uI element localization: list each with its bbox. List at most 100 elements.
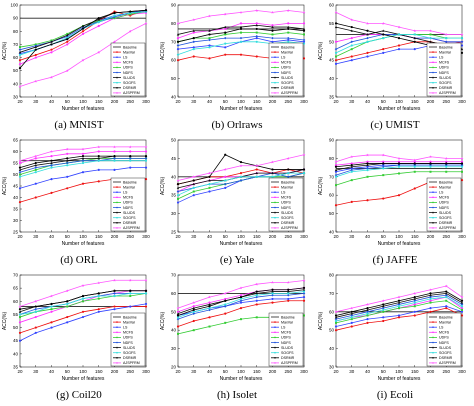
data-point: [18, 63, 22, 66]
data-point: [445, 160, 448, 163]
legend-label: SOGFS: [123, 81, 136, 85]
data-point: [460, 51, 464, 54]
data-point: [97, 157, 100, 160]
data-point: [97, 159, 100, 162]
chart-4: 25 30 35 40 45 50 55 60 65 20 30 40 50 100 150 200 250 30…: [2, 138, 150, 248]
y-tick-label: 70: [329, 291, 335, 296]
subplot-6: 40 50 60 70 80 90 20 30 40 50 100 150 200 250 300 Numbe…: [316, 135, 474, 270]
data-point: [192, 40, 196, 44]
data-point: [81, 147, 85, 151]
data-point: [18, 187, 22, 190]
data-point: [303, 314, 305, 317]
data-point: [224, 27, 227, 31]
data-point: [192, 194, 195, 197]
data-point: [128, 145, 132, 149]
legend-label: SOGFS: [123, 351, 136, 355]
legend-marker: [432, 186, 434, 188]
legend-marker: [116, 336, 118, 339]
legend-marker: [432, 326, 434, 328]
data-point: [18, 313, 22, 316]
y-tick-label: 35: [329, 95, 335, 100]
legend-label: DSRMR: [281, 221, 295, 225]
legend-label: Baseline: [439, 180, 453, 184]
data-point: [34, 154, 38, 158]
data-point: [144, 150, 148, 153]
legend-label: SOGFS: [281, 81, 294, 85]
legend-label: UDFS: [123, 336, 133, 340]
x-tick-label: 20: [17, 99, 23, 104]
legend-marker: [116, 81, 118, 84]
data-point: [398, 172, 400, 175]
data-point: [18, 166, 22, 169]
data-point: [34, 164, 37, 167]
data-point: [144, 292, 148, 295]
data-point: [429, 307, 432, 310]
legend-marker: [116, 227, 118, 229]
legend-label: LS: [123, 326, 128, 330]
data-point: [50, 40, 53, 43]
data-point: [382, 174, 385, 177]
data-point: [81, 297, 85, 300]
data-point: [287, 31, 290, 34]
data-point: [239, 22, 243, 25]
y-tick-label: 40: [329, 346, 335, 351]
data-point: [255, 303, 258, 306]
y-tick-label: 70: [329, 174, 335, 179]
x-tick-label: 20: [175, 369, 181, 374]
data-point: [271, 171, 274, 175]
x-tick-label: 150: [411, 99, 419, 104]
y-tick-label: 30: [329, 365, 335, 370]
data-point: [382, 51, 385, 54]
data-point: [34, 43, 37, 46]
legend-label: UDFS: [281, 201, 291, 205]
x-axis-label: Number of features: [62, 106, 105, 112]
legend-label: AJSPFRM: [439, 361, 456, 365]
legend-marker: [432, 222, 434, 224]
data-point: [350, 29, 353, 32]
data-point: [271, 25, 274, 29]
x-tick-label: 250: [126, 369, 134, 374]
data-point: [397, 25, 401, 29]
legend-marker: [432, 216, 434, 219]
legend-label: UDFS: [123, 66, 133, 70]
data-point: [34, 44, 38, 48]
legend-marker: [432, 92, 434, 94]
y-tick-label: 60: [13, 149, 19, 154]
data-point: [382, 37, 385, 40]
legend-label: AJSPFRM: [123, 226, 140, 230]
data-point: [271, 288, 274, 291]
data-point: [460, 157, 464, 160]
data-point: [460, 163, 464, 167]
subplot-caption: (h) Isolet: [216, 389, 257, 401]
legend-marker: [432, 346, 434, 349]
data-point: [239, 10, 243, 14]
data-point: [18, 170, 22, 174]
data-point: [350, 168, 354, 172]
data-point: [334, 62, 338, 65]
legend-marker: [116, 191, 118, 193]
data-point: [286, 36, 290, 40]
legend-marker: [274, 216, 276, 219]
data-point: [113, 292, 116, 295]
y-tick-label: 45: [171, 156, 177, 161]
chart-6: 40 50 60 70 80 90 20 30 40 50 100 150 200 250 300 Numbe…: [318, 138, 466, 248]
data-point: [303, 33, 305, 36]
subplot-7: 35 40 45 50 55 60 65 70 20 30 40 50 100 150 200 250 300 N…: [0, 270, 158, 405]
x-tick-label: 100: [395, 99, 403, 104]
data-point: [429, 297, 432, 301]
legend-marker: [432, 66, 434, 69]
legend-label: UDFS: [281, 66, 291, 70]
data-point: [192, 48, 195, 51]
data-point: [445, 37, 448, 40]
y-tick-label: 50: [171, 309, 177, 314]
x-tick-label: 50: [381, 369, 387, 374]
legend-label: AJSPFRM: [439, 226, 456, 230]
y-tick-label: 25: [171, 230, 177, 235]
data-point: [177, 332, 179, 335]
data-point: [18, 161, 22, 165]
subplot-2: 40 50 60 70 80 90 20 30 40 50 100 150 200 250 300 Numbe…: [158, 0, 316, 135]
data-point: [302, 295, 306, 299]
data-point: [255, 316, 258, 319]
data-point: [382, 316, 385, 319]
data-point: [223, 182, 227, 186]
